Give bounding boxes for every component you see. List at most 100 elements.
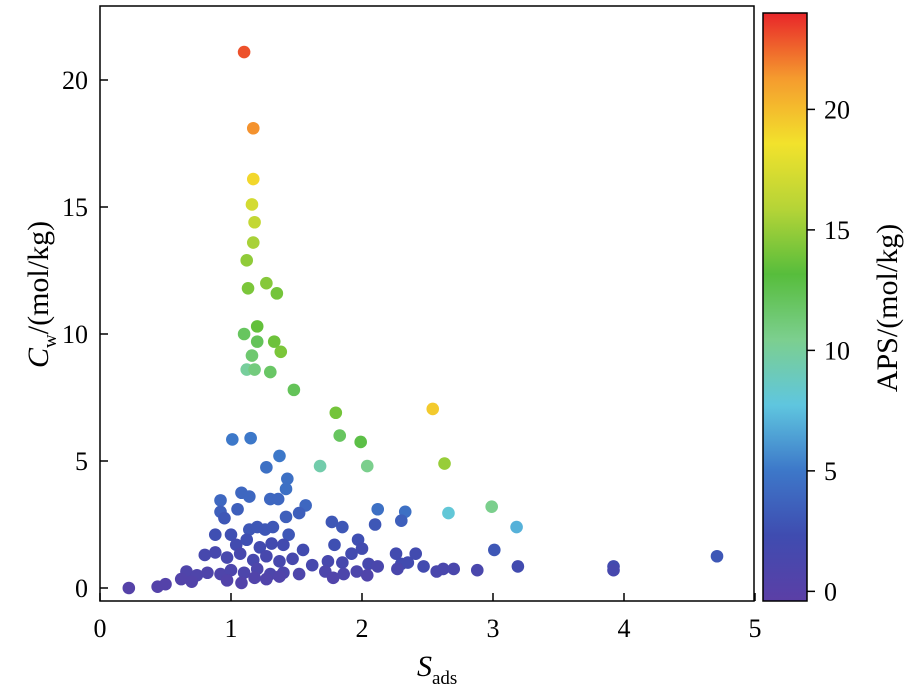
data-point-4 bbox=[248, 215, 261, 229]
data-point-59 bbox=[282, 528, 295, 541]
colorbar-axis: 0 5 10 15 20 bbox=[807, 95, 850, 606]
data-point-28 bbox=[442, 506, 455, 520]
data-point-6 bbox=[240, 254, 254, 267]
data-point-63 bbox=[265, 537, 278, 550]
data-point-65 bbox=[296, 543, 310, 557]
data-point-81 bbox=[286, 552, 299, 566]
y-tick-label: 0 bbox=[75, 574, 88, 603]
data-point-21 bbox=[426, 402, 440, 416]
data-point-106 bbox=[391, 562, 404, 576]
data-point-20 bbox=[329, 406, 343, 420]
x-tick-label: 1 bbox=[225, 614, 238, 643]
data-point-29 bbox=[510, 520, 523, 534]
data-point-119 bbox=[360, 569, 374, 582]
data-point-66 bbox=[328, 538, 341, 552]
x-axis-title: Sads bbox=[417, 650, 457, 689]
data-point-13 bbox=[267, 335, 281, 348]
x-tick-label: 4 bbox=[618, 614, 631, 643]
y-axis-title: Cw/(mol/kg) bbox=[22, 221, 61, 368]
data-point-72 bbox=[488, 543, 501, 557]
data-point-45 bbox=[371, 502, 385, 516]
data-point-88 bbox=[417, 560, 430, 573]
data-point-0 bbox=[237, 45, 251, 59]
data-point-77 bbox=[233, 547, 247, 561]
data-point-101 bbox=[292, 567, 306, 581]
x-axis-title-main: S bbox=[417, 650, 432, 683]
data-point-33 bbox=[260, 461, 273, 474]
data-point-22 bbox=[333, 429, 347, 442]
data-point-89 bbox=[511, 560, 525, 573]
y-tick-label: 10 bbox=[62, 320, 88, 349]
data-point-35 bbox=[279, 482, 293, 496]
colorbar-tick-label: 10 bbox=[824, 336, 850, 365]
data-point-110 bbox=[470, 563, 484, 577]
y-axis: 0 5 10 15 20 bbox=[62, 66, 108, 603]
data-point-64 bbox=[277, 538, 290, 552]
data-point-11 bbox=[237, 327, 251, 341]
data-point-103 bbox=[337, 567, 350, 581]
colorbar-tick-label: 5 bbox=[824, 457, 837, 486]
data-point-38 bbox=[243, 490, 256, 503]
data-point-14 bbox=[274, 345, 288, 359]
data-point-50 bbox=[395, 514, 408, 527]
data-point-87 bbox=[401, 556, 415, 569]
plot-area bbox=[122, 45, 724, 595]
colorbar bbox=[762, 12, 808, 602]
colorbar-tick-label: 0 bbox=[824, 577, 837, 606]
y-tick-label: 20 bbox=[62, 66, 88, 95]
data-point-109 bbox=[447, 562, 461, 576]
data-point-5 bbox=[246, 236, 260, 249]
y-axis-title-rest: /(mol/kg) bbox=[22, 221, 55, 334]
data-point-17 bbox=[248, 363, 261, 376]
data-point-15 bbox=[245, 349, 259, 362]
data-point-8 bbox=[241, 281, 255, 295]
y-axis-title-main: C bbox=[22, 347, 55, 368]
data-point-48 bbox=[218, 511, 231, 525]
data-point-52 bbox=[368, 518, 382, 531]
data-point-47 bbox=[279, 510, 293, 524]
data-point-80 bbox=[273, 555, 286, 568]
data-point-10 bbox=[250, 320, 264, 333]
data-point-34 bbox=[281, 472, 294, 486]
data-point-31 bbox=[244, 431, 257, 445]
data-point-116 bbox=[260, 572, 273, 586]
data-point-83 bbox=[321, 555, 335, 568]
y-axis-title-sub: w bbox=[40, 334, 61, 348]
y-tick-label: 15 bbox=[62, 193, 88, 222]
data-point-115 bbox=[248, 571, 261, 585]
data-point-69 bbox=[345, 547, 358, 561]
data-point-1 bbox=[246, 121, 260, 135]
data-point-30 bbox=[226, 433, 239, 446]
data-point-82 bbox=[305, 558, 319, 572]
data-point-97 bbox=[237, 566, 251, 580]
colorbar-tick-label: 15 bbox=[824, 216, 850, 245]
data-point-7 bbox=[260, 276, 273, 290]
x-tick-label: 3 bbox=[487, 614, 500, 643]
data-point-32 bbox=[273, 449, 286, 463]
x-axis-title-sub: ads bbox=[432, 668, 457, 689]
data-point-108 bbox=[436, 562, 450, 576]
data-point-111 bbox=[174, 572, 188, 586]
data-point-2 bbox=[246, 172, 260, 186]
data-point-73 bbox=[710, 549, 724, 563]
data-point-53 bbox=[208, 528, 222, 541]
data-point-120 bbox=[122, 581, 136, 595]
y-tick-label: 5 bbox=[75, 447, 88, 476]
data-point-23 bbox=[354, 435, 367, 449]
data-point-70 bbox=[389, 547, 403, 561]
data-point-58 bbox=[266, 520, 280, 534]
data-point-62 bbox=[253, 541, 267, 554]
data-point-84 bbox=[336, 556, 349, 569]
data-point-105 bbox=[371, 560, 385, 573]
data-point-25 bbox=[313, 459, 327, 473]
x-axis: 0 1 2 3 4 5 bbox=[94, 593, 762, 643]
data-point-113 bbox=[220, 574, 234, 587]
data-point-51 bbox=[336, 520, 349, 534]
data-point-49 bbox=[325, 515, 339, 529]
data-point-96 bbox=[224, 563, 238, 577]
data-point-79 bbox=[260, 549, 273, 563]
data-point-104 bbox=[350, 565, 364, 578]
data-point-94 bbox=[201, 566, 214, 580]
data-point-44 bbox=[292, 506, 306, 520]
